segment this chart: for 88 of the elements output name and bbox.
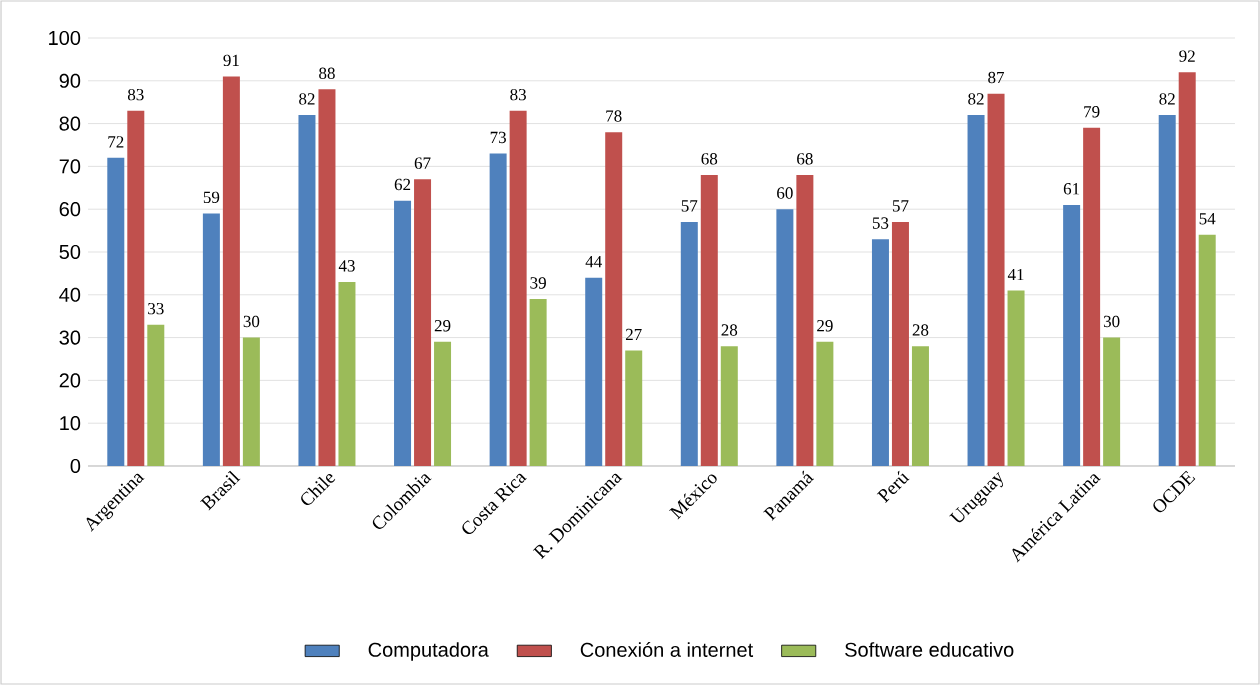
- y-tick-label: 20: [59, 373, 81, 388]
- bar: [891, 222, 909, 466]
- data-label: 88: [319, 67, 335, 79]
- bar: [680, 222, 698, 466]
- bar: [967, 115, 985, 466]
- y-tick-label: 40: [59, 287, 81, 302]
- data-label: 33: [148, 302, 164, 315]
- bar: [434, 341, 452, 466]
- data-label: 79: [1084, 106, 1100, 118]
- bar: [529, 299, 547, 466]
- data-label: 83: [127, 88, 144, 101]
- x-tick-label: Chile: [301, 474, 336, 506]
- data-label: 39: [530, 277, 546, 289]
- data-label: 72: [108, 136, 124, 148]
- data-label: 54: [1199, 213, 1216, 225]
- bar: [625, 350, 643, 466]
- bar: [318, 89, 336, 466]
- bar: [871, 239, 889, 466]
- bar: [394, 200, 412, 466]
- bar: [796, 174, 814, 466]
- data-label: 30: [243, 315, 260, 328]
- data-label: 29: [434, 320, 451, 332]
- data-label: 43: [338, 260, 355, 272]
- bar: [585, 277, 603, 466]
- data-label: 44: [585, 256, 602, 268]
- y-tick-label: 0: [70, 458, 81, 474]
- data-label: 73: [490, 131, 506, 144]
- bar: [816, 341, 834, 466]
- data-label: 82: [1159, 93, 1175, 105]
- bar: [700, 174, 718, 466]
- data-label: 82: [968, 93, 984, 105]
- bar: [107, 157, 125, 466]
- bar: [1103, 337, 1121, 466]
- bar: [147, 324, 165, 466]
- bar: [509, 110, 527, 466]
- data-label: 53: [872, 217, 889, 229]
- data-label: 28: [721, 324, 738, 336]
- bar: [298, 115, 316, 466]
- y-tick-label: 90: [59, 73, 81, 88]
- data-label: 78: [606, 110, 622, 122]
- bar: [1178, 72, 1196, 466]
- data-label: 62: [394, 178, 411, 191]
- data-label: 60: [777, 187, 793, 199]
- bar: [489, 153, 507, 466]
- bar: [1158, 115, 1176, 466]
- bar: [338, 281, 356, 466]
- y-tick-label: 60: [59, 202, 81, 217]
- data-label: 91: [223, 54, 239, 67]
- bar: [202, 213, 220, 466]
- data-label: 57: [681, 200, 698, 212]
- data-label: 92: [1179, 50, 1195, 62]
- bar: [720, 346, 738, 466]
- bar: [414, 179, 432, 466]
- data-label: 27: [625, 328, 642, 341]
- data-label: 59: [203, 191, 220, 204]
- bar: [242, 337, 260, 466]
- y-tick-label: 50: [59, 244, 81, 260]
- data-label: 61: [1063, 183, 1080, 195]
- data-label: 30: [1103, 315, 1120, 328]
- data-label: 68: [797, 153, 813, 165]
- bar: [1007, 290, 1025, 466]
- x-tick-label: Perú: [876, 470, 910, 503]
- bar: [605, 132, 623, 466]
- legend-label: Conexión a internet: [580, 642, 754, 657]
- bar: [1063, 204, 1081, 466]
- data-label: 87: [988, 71, 1005, 84]
- data-label: 57: [892, 200, 909, 212]
- data-label: 83: [510, 88, 526, 101]
- y-tick-label: 80: [59, 116, 81, 131]
- y-tick-label: 10: [60, 416, 81, 431]
- data-label: 41: [1007, 268, 1024, 281]
- data-label: 29: [817, 320, 833, 332]
- legend-label: Computadora: [368, 642, 489, 661]
- y-tick-label: 70: [59, 159, 81, 174]
- data-label: 82: [299, 93, 315, 105]
- bar: [222, 76, 240, 466]
- bar: [1198, 234, 1216, 466]
- data-label: 28: [912, 324, 929, 336]
- bar: [1083, 127, 1101, 466]
- bar: [776, 209, 794, 466]
- y-tick-label: 100: [49, 30, 81, 46]
- bar: [911, 346, 929, 466]
- data-label: 68: [701, 153, 718, 165]
- bar: [987, 93, 1005, 466]
- y-tick-label: 30: [59, 330, 81, 345]
- bar: [127, 110, 145, 466]
- legend-label: Software educativo: [845, 642, 1014, 657]
- data-label: 67: [414, 157, 431, 169]
